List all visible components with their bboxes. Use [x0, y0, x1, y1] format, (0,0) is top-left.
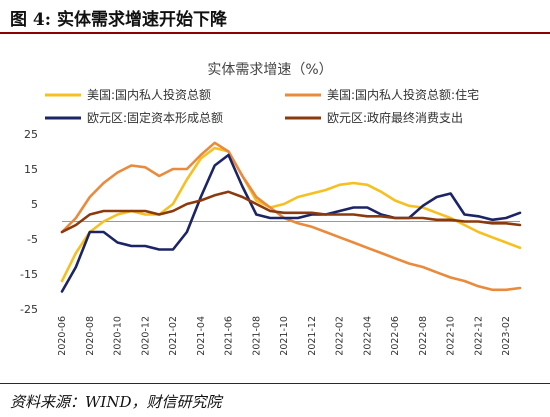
legend-label-3: 欧元区:固定资本形成总额: [87, 110, 223, 125]
y-tick-label: 15: [24, 163, 38, 176]
x-tick-label: 2021-10: [279, 316, 290, 356]
x-tick-label: 2022-02: [335, 316, 346, 356]
x-axis: 2020-06 2020-08 2020-10 2020-12 2021-02 2021-…: [57, 316, 512, 356]
figure-title: 图 4: 实体需求增速开始下降: [10, 10, 227, 30]
x-tick-label: 2022-10: [446, 316, 457, 356]
y-tick-label: 5: [31, 198, 38, 211]
x-tick-label: 2021-04: [196, 316, 207, 356]
chart-title: 实体需求增速（%）: [207, 62, 332, 78]
x-tick-label: 2020-06: [57, 316, 68, 356]
series-line-4: [60, 190, 522, 234]
y-tick-label: -15: [20, 268, 38, 281]
source-text: 资料来源：WIND，财信研究院: [10, 393, 222, 411]
y-tick-label: -25: [20, 303, 38, 316]
x-tick-label: 2023-02: [501, 316, 512, 356]
x-tick-label: 2020-12: [140, 316, 151, 356]
legend-label-2: 美国:国内私人投资总额:住宅: [327, 87, 479, 102]
figure-source: 资料来源：WIND，财信研究院: [0, 383, 550, 417]
x-tick-label: 2022-12: [473, 316, 484, 356]
series-line-3: [60, 153, 522, 293]
x-tick-label: 2021-02: [168, 316, 179, 356]
y-tick-label: -5: [27, 233, 38, 246]
chart-series: [60, 141, 522, 293]
y-tick-label: 25: [24, 128, 38, 141]
line-chart: 实体需求增速（%） 美国:国内私人投资总额 美国:国内私人投资总额:住宅欧元区:固…: [20, 62, 522, 356]
series-line-1: [60, 146, 522, 283]
legend-label-4: 欧元区:政府最终消费支出: [327, 110, 463, 125]
y-axis: -25 -15 -5 5 15 25: [20, 128, 38, 316]
legend-label-1: 美国:国内私人投资总额: [87, 87, 211, 102]
x-tick-label: 2022-04: [362, 316, 373, 356]
x-tick-label: 2020-10: [113, 316, 124, 356]
x-tick-label: 2022-08: [418, 316, 429, 356]
figure-header: 图 4: 实体需求增速开始下降: [0, 0, 550, 34]
series-line-2: [60, 141, 522, 292]
x-tick-label: 2021-06: [224, 316, 235, 356]
x-tick-label: 2021-08: [251, 316, 262, 356]
x-tick-label: 2021-12: [307, 316, 318, 356]
x-tick-label: 2022-06: [390, 316, 401, 356]
x-tick-label: 2020-08: [85, 316, 96, 356]
